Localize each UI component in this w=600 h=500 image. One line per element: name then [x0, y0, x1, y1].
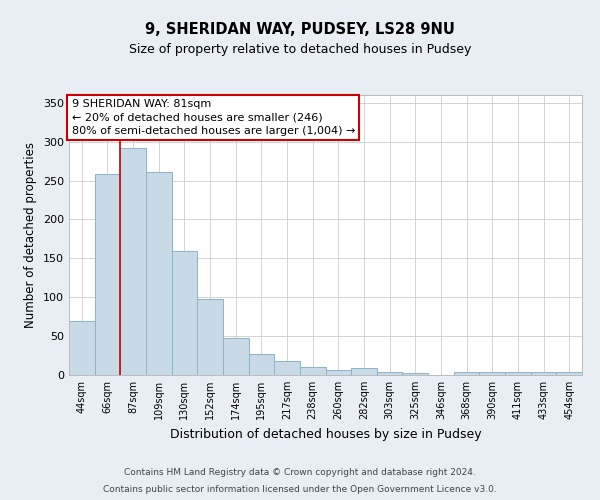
- Bar: [172, 252, 197, 375]
- Bar: [377, 372, 403, 375]
- Bar: [121, 148, 146, 375]
- Bar: [146, 172, 172, 375]
- Bar: [223, 338, 248, 375]
- Bar: [351, 368, 377, 375]
- Text: Contains public sector information licensed under the Open Government Licence v3: Contains public sector information licen…: [103, 484, 497, 494]
- Bar: [505, 372, 531, 375]
- Text: Size of property relative to detached houses in Pudsey: Size of property relative to detached ho…: [129, 42, 471, 56]
- Bar: [454, 372, 479, 375]
- Bar: [274, 361, 300, 375]
- Text: Contains HM Land Registry data © Crown copyright and database right 2024.: Contains HM Land Registry data © Crown c…: [124, 468, 476, 477]
- Bar: [69, 320, 95, 375]
- Y-axis label: Number of detached properties: Number of detached properties: [25, 142, 37, 328]
- Text: 9, SHERIDAN WAY, PUDSEY, LS28 9NU: 9, SHERIDAN WAY, PUDSEY, LS28 9NU: [145, 22, 455, 38]
- X-axis label: Distribution of detached houses by size in Pudsey: Distribution of detached houses by size …: [170, 428, 481, 440]
- Bar: [300, 367, 325, 375]
- Bar: [95, 174, 121, 375]
- Text: 9 SHERIDAN WAY: 81sqm
← 20% of detached houses are smaller (246)
80% of semi-det: 9 SHERIDAN WAY: 81sqm ← 20% of detached …: [71, 99, 355, 136]
- Bar: [248, 354, 274, 375]
- Bar: [531, 372, 556, 375]
- Bar: [325, 370, 351, 375]
- Bar: [556, 372, 582, 375]
- Bar: [403, 374, 428, 375]
- Bar: [197, 299, 223, 375]
- Bar: [479, 372, 505, 375]
